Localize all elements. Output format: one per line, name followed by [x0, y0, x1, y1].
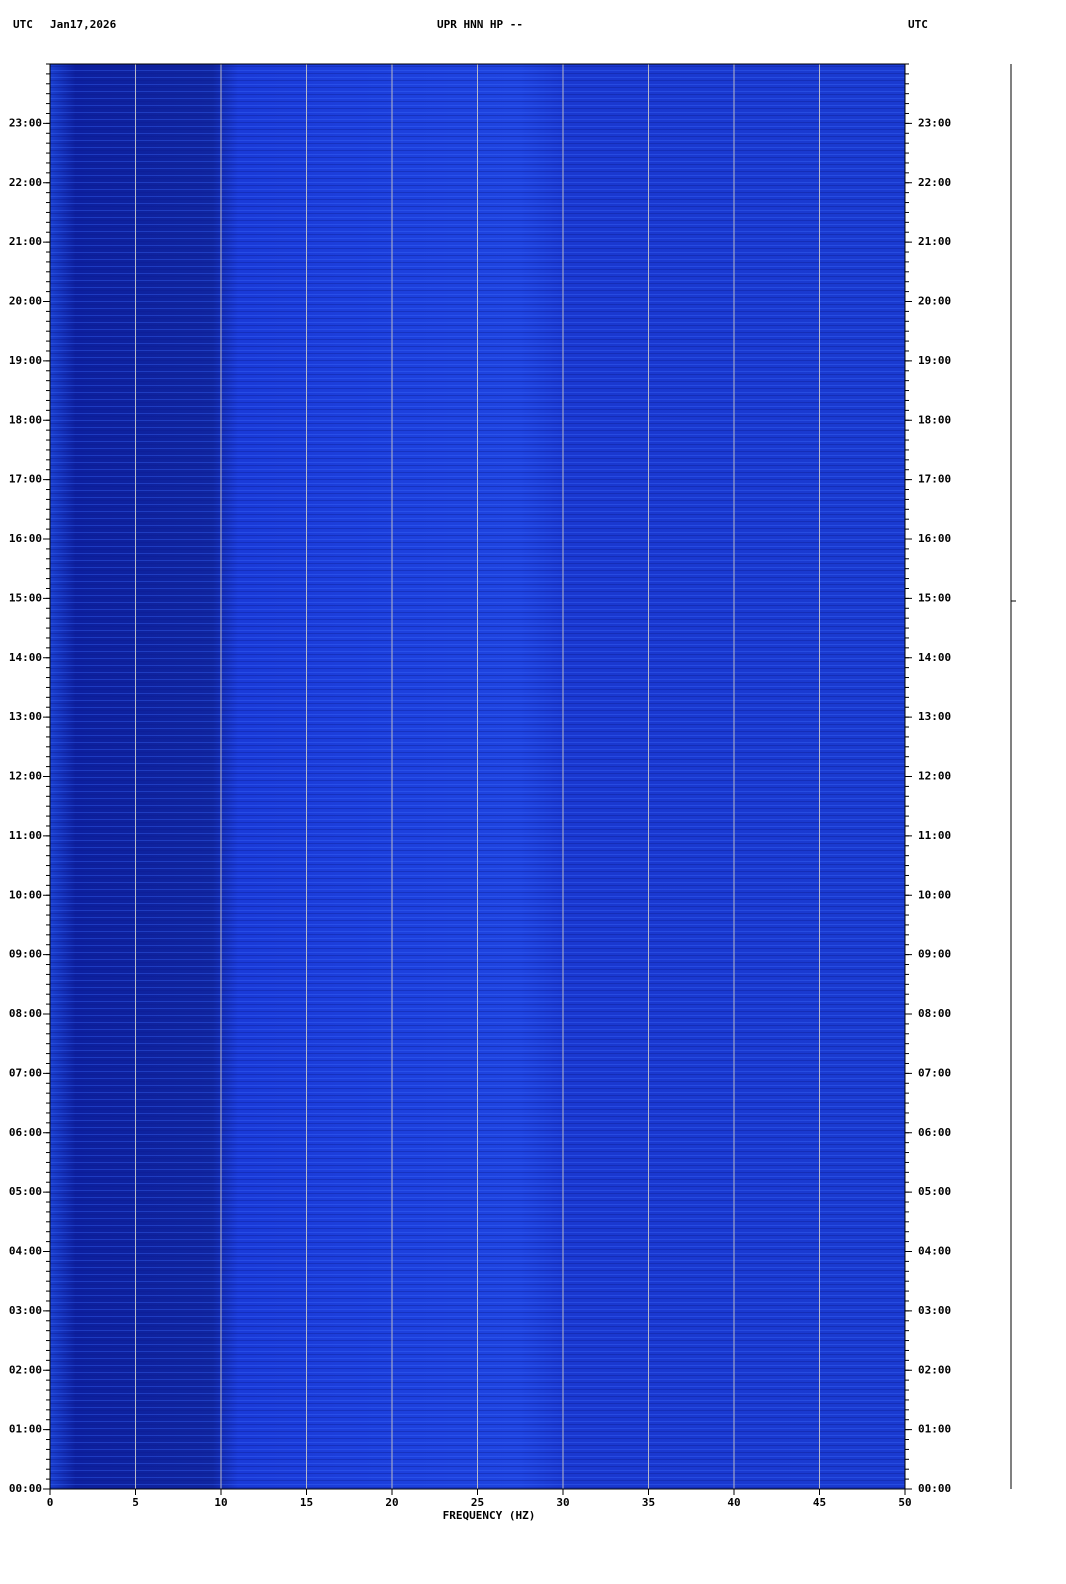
- x-tick-label: 5: [132, 1496, 139, 1509]
- y-tick-label-right: 22:00: [918, 176, 951, 189]
- y-tick-label-right: 00:00: [918, 1482, 951, 1495]
- y-tick-label: 17:00: [9, 473, 42, 486]
- x-tick-label: 25: [471, 1496, 484, 1509]
- x-tick-label: 10: [214, 1496, 227, 1509]
- date: Jan17,2026: [50, 18, 117, 31]
- y-tick-label: 14:00: [9, 651, 42, 664]
- y-tick-label-right: 01:00: [918, 1423, 951, 1436]
- y-tick-label-right: 07:00: [918, 1066, 951, 1079]
- y-tick-label-right: 10:00: [918, 888, 951, 901]
- y-tick-label-right: 17:00: [918, 473, 951, 486]
- x-tick-label: 15: [300, 1496, 313, 1509]
- x-tick-label: 50: [898, 1496, 911, 1509]
- y-tick-label: 02:00: [9, 1363, 42, 1376]
- y-tick-label: 19:00: [9, 354, 42, 367]
- y-tick-label-right: 05:00: [918, 1185, 951, 1198]
- x-axis-label: FREQUENCY (HZ): [443, 1509, 536, 1522]
- y-tick-label-right: 23:00: [918, 116, 951, 129]
- y-tick-label-right: 15:00: [918, 591, 951, 604]
- y-tick-label-right: 03:00: [918, 1304, 951, 1317]
- x-tick-label: 0: [47, 1496, 54, 1509]
- y-tick-label-right: 13:00: [918, 710, 951, 723]
- y-tick-label-right: 18:00: [918, 413, 951, 426]
- y-tick-label: 16:00: [9, 532, 42, 545]
- y-tick-label: 04:00: [9, 1245, 42, 1258]
- y-tick-label-right: 11:00: [918, 829, 951, 842]
- y-tick-label-right: 12:00: [918, 770, 951, 783]
- y-tick-label: 09:00: [9, 948, 42, 961]
- y-tick-label: 22:00: [9, 176, 42, 189]
- y-tick-label: 10:00: [9, 888, 42, 901]
- time-zone: UTC: [13, 18, 33, 31]
- y-tick-label-right: 14:00: [918, 651, 951, 664]
- y-tick-label: 11:00: [9, 829, 42, 842]
- y-tick-label-right: 16:00: [918, 532, 951, 545]
- y-tick-label: 00:00: [9, 1482, 42, 1495]
- time-zone-right: UTC: [908, 18, 928, 31]
- y-tick-label: 20:00: [9, 295, 42, 308]
- x-tick-label: 40: [727, 1496, 740, 1509]
- x-tick-label: 20: [385, 1496, 398, 1509]
- y-tick-label-right: 04:00: [918, 1245, 951, 1258]
- y-tick-label: 01:00: [9, 1423, 42, 1436]
- y-tick-label-right: 06:00: [918, 1126, 951, 1139]
- y-tick-label-right: 02:00: [918, 1363, 951, 1376]
- y-tick-label: 23:00: [9, 116, 42, 129]
- y-tick-label: 03:00: [9, 1304, 42, 1317]
- x-tick-label: 35: [642, 1496, 655, 1509]
- y-tick-label: 21:00: [9, 235, 42, 248]
- y-tick-label: 15:00: [9, 591, 42, 604]
- y-tick-label: 07:00: [9, 1066, 42, 1079]
- y-tick-label-right: 21:00: [918, 235, 951, 248]
- chart-title: UPR HNN HP --: [437, 18, 523, 31]
- y-tick-label: 18:00: [9, 413, 42, 426]
- y-tick-label: 12:00: [9, 770, 42, 783]
- y-tick-label-right: 20:00: [918, 295, 951, 308]
- y-tick-label-right: 09:00: [918, 948, 951, 961]
- y-tick-label: 05:00: [9, 1185, 42, 1198]
- x-tick-label: 45: [813, 1496, 826, 1509]
- y-tick-label: 06:00: [9, 1126, 42, 1139]
- y-tick-label-right: 19:00: [918, 354, 951, 367]
- y-tick-label: 08:00: [9, 1007, 42, 1020]
- plot-frame: [49, 63, 906, 1490]
- y-tick-label-right: 08:00: [918, 1007, 951, 1020]
- y-tick-label: 13:00: [9, 710, 42, 723]
- x-tick-label: 30: [556, 1496, 569, 1509]
